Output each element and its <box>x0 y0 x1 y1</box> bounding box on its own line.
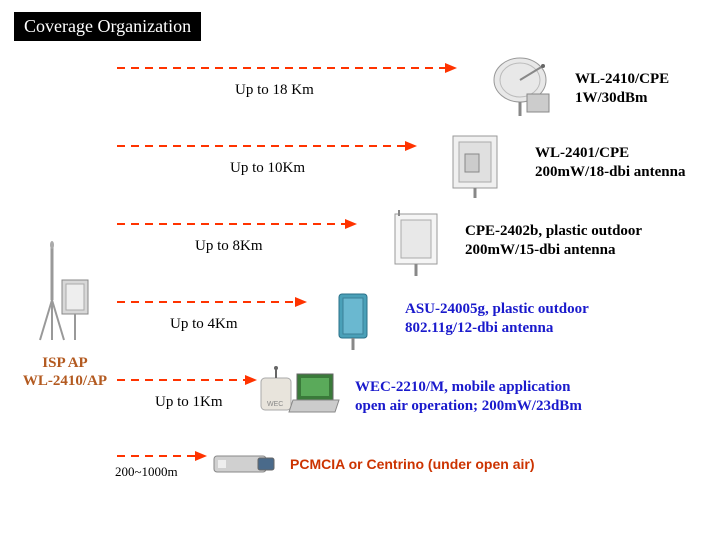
range-arrow-icon <box>115 138 419 159</box>
range-arrow-icon <box>115 372 259 393</box>
range-label: Up to 1Km <box>155 394 223 411</box>
isp-label-line1: ISP AP <box>42 355 87 371</box>
coverage-rows: Up to 18 Km WL-2410/CPE1W/30dBm Up to 10… <box>115 52 705 486</box>
range-label: 200~1000m <box>115 464 178 480</box>
range-label: Up to 4Km <box>170 316 238 333</box>
range-label: Up to 10Km <box>230 160 305 177</box>
isp-label-line2: WL-2410/AP <box>23 373 107 389</box>
device-label: WL-2410/CPE1W/30dBm <box>575 70 669 108</box>
range-arrow-icon <box>115 294 309 315</box>
device-label: ASU-24005g, plastic outdoor802.11g/12-db… <box>405 300 589 338</box>
isp-ap-icon <box>30 240 100 350</box>
coverage-row-4: Up to 1Km WEC WEC-2210/M, mobile applica… <box>115 364 705 442</box>
device-icon <box>325 286 385 361</box>
range-arrow-icon <box>115 216 359 237</box>
coverage-row-1: Up to 10Km WL-2401/CPE200mW/18-dbi anten… <box>115 130 705 208</box>
device-icon <box>435 130 515 205</box>
device-label: PCMCIA or Centrino (under open air) <box>290 456 534 474</box>
device-icon <box>485 52 565 127</box>
coverage-row-2: Up to 8Km CPE-2402b, plastic outdoor200m… <box>115 208 705 286</box>
coverage-row-last: 200~1000m PCMCIA or Centrino (under open… <box>115 446 705 486</box>
device-icon <box>375 208 455 283</box>
coverage-row-0: Up to 18 Km WL-2410/CPE1W/30dBm <box>115 52 705 130</box>
device-label: CPE-2402b, plastic outdoor200mW/15-dbi a… <box>465 222 642 260</box>
device-icon <box>210 450 280 483</box>
range-label: Up to 18 Km <box>235 82 314 99</box>
device-icon: WEC <box>255 364 345 429</box>
range-arrow-icon <box>115 60 459 81</box>
isp-ap-block: ISP AP WL-2410/AP <box>20 240 110 390</box>
svg-text:WEC: WEC <box>267 401 283 408</box>
device-label: WEC-2210/M, mobile applicationopen air o… <box>355 378 582 416</box>
device-label: WL-2401/CPE200mW/18-dbi antenna <box>535 144 685 182</box>
isp-ap-label: ISP AP WL-2410/AP <box>20 354 110 390</box>
page-title: Coverage Organization <box>14 12 201 41</box>
range-label: Up to 8Km <box>195 238 263 255</box>
coverage-row-3: Up to 4Km ASU-24005g, plastic outdoor802… <box>115 286 705 364</box>
